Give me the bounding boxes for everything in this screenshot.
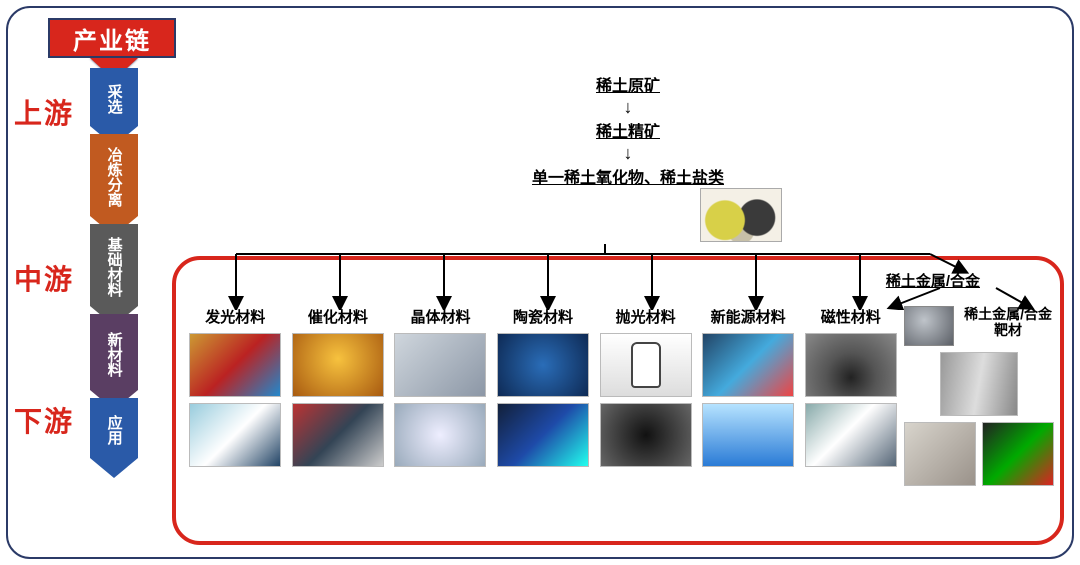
col-label: 晶体材料 — [410, 306, 470, 327]
thumb-top — [805, 333, 897, 397]
thumb-car-cutaway — [904, 422, 976, 486]
alloy-sublabel: 稀土金属/合金靶材 — [962, 306, 1054, 338]
thumb-top — [394, 333, 486, 397]
thumb-chip-flag — [982, 422, 1054, 486]
col-new-energy: 新能源材料 — [699, 306, 798, 486]
thumb-top — [702, 333, 794, 397]
thumb-bottom — [702, 403, 794, 467]
stage-label: 基础材料 — [105, 237, 122, 297]
process-node-concentrate: 稀土精矿 — [596, 118, 660, 142]
stage-label: 采选 — [105, 84, 122, 114]
thumb-bottom — [189, 403, 281, 467]
col-label: 磁性材料 — [821, 306, 881, 327]
col-luminescent: 发光材料 — [186, 306, 285, 486]
thumb-bottom — [394, 403, 486, 467]
thumb-bottom — [600, 403, 692, 467]
material-columns: 发光材料 催化材料 晶体材料 陶瓷材料 抛光材料 新能源材料 磁性材料 — [186, 306, 1054, 486]
thumb-bottom — [805, 403, 897, 467]
col-magnetic: 磁性材料 — [801, 306, 900, 486]
col-ceramic: 陶瓷材料 — [494, 306, 593, 486]
col-alloy: 稀土金属/合金靶材 — [904, 306, 1054, 486]
col-label: 催化材料 — [308, 306, 368, 327]
col-catalytic: 催化材料 — [289, 306, 388, 486]
col-label: 新能源材料 — [711, 306, 786, 327]
col-label: 抛光材料 — [616, 306, 676, 327]
col-label: 陶瓷材料 — [513, 306, 573, 327]
stage-label: 新材料 — [105, 332, 122, 377]
chain-title: 产业链 — [48, 18, 176, 58]
stage-new-mat: 新材料 — [90, 314, 138, 410]
process-chain: 稀土原矿 ↓ 稀土精矿 ↓ 单一稀土氧化物、稀土盐类 — [200, 72, 1056, 188]
col-polish: 抛光材料 — [596, 306, 695, 486]
process-node-ore: 稀土原矿 — [596, 72, 660, 96]
arrow-down-icon: ↓ — [624, 144, 633, 162]
side-label-midstream: 中游 — [14, 258, 74, 298]
side-label-upstream: 上游 — [14, 92, 74, 132]
process-node-oxides: 单一稀土氧化物、稀土盐类 — [532, 164, 724, 188]
chain-title-text: 产业链 — [73, 21, 151, 56]
arrow-down-icon: ↓ — [624, 98, 633, 116]
rare-earth-powder-image — [700, 188, 782, 242]
thumb-top — [189, 333, 281, 397]
thumb-top — [497, 333, 589, 397]
side-label-downstream: 下游 — [14, 400, 74, 440]
stage-label: 应用 — [105, 415, 122, 445]
thumb-top — [292, 333, 384, 397]
col-crystal: 晶体材料 — [391, 306, 490, 486]
alloy-chunk-image — [904, 306, 954, 346]
alloy-header: 稀土金属/合金 — [886, 270, 980, 291]
stage-column: 采选 冶炼分离 基础材料 新材料 应用 — [90, 58, 138, 478]
stage-smelting: 冶炼分离 — [90, 134, 138, 236]
stage-label: 冶炼分离 — [105, 147, 122, 207]
thumb-bottom — [292, 403, 384, 467]
thumb-bottom — [497, 403, 589, 467]
stage-application: 应用 — [90, 398, 138, 478]
thumb-alloy-target — [940, 352, 1018, 416]
thumb-top — [600, 333, 692, 397]
stage-basic-mat: 基础材料 — [90, 224, 138, 326]
col-label: 发光材料 — [205, 306, 265, 327]
